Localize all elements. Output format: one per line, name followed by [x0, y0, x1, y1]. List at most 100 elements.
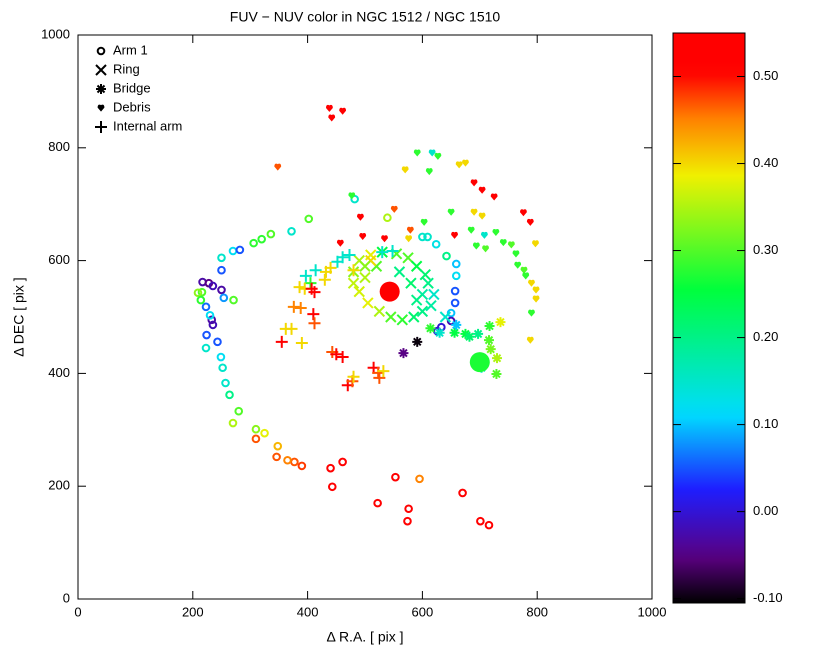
data-point	[431, 239, 441, 249]
data-point	[416, 305, 429, 318]
colorbar-tick-label: 0.40	[753, 155, 778, 170]
data-point	[434, 327, 445, 338]
data-point	[318, 273, 331, 286]
data-point	[401, 166, 409, 174]
data-point	[225, 390, 234, 400]
data-point	[428, 288, 440, 301]
data-point	[221, 378, 230, 388]
data-point	[205, 311, 215, 320]
data-point	[428, 149, 436, 157]
data-point	[413, 149, 421, 157]
data-point	[495, 317, 506, 328]
y-axis-label: Δ DEC [ pix ]	[11, 277, 27, 356]
data-point	[347, 370, 360, 383]
data-point	[326, 104, 333, 112]
data-point	[377, 365, 390, 378]
data-point	[451, 271, 461, 281]
data-point	[470, 179, 478, 187]
data-point	[528, 279, 535, 287]
data-point	[458, 488, 467, 498]
data-point	[249, 238, 258, 248]
data-point	[275, 335, 288, 348]
data-point	[480, 231, 488, 239]
data-point	[422, 277, 434, 289]
data-point	[279, 322, 292, 335]
data-point	[213, 337, 222, 347]
data-point	[408, 311, 420, 323]
data-point	[229, 295, 238, 305]
legend-marker	[95, 121, 107, 133]
legend-label: Internal arm	[113, 118, 182, 133]
data-point	[442, 251, 451, 261]
legend-label: Bridge	[113, 80, 151, 95]
data-point	[290, 457, 299, 467]
data-point	[485, 344, 496, 355]
colorbar-tick-label: -0.10	[753, 590, 783, 605]
data-point	[217, 285, 226, 295]
data-point	[484, 321, 495, 332]
data-point	[330, 348, 343, 361]
data-point	[514, 261, 522, 269]
data-point	[372, 366, 385, 379]
data-point	[405, 277, 417, 289]
data-point	[420, 218, 428, 226]
data-point	[196, 295, 206, 305]
data-point	[272, 452, 281, 462]
data-point	[287, 300, 300, 313]
colorbar-tick-label: 0.00	[753, 503, 778, 518]
y-tick-label: 200	[48, 478, 70, 493]
data-point	[478, 186, 486, 194]
data-point	[359, 232, 367, 240]
data-point	[208, 320, 218, 330]
data-point	[287, 226, 296, 236]
data-point	[520, 266, 528, 274]
data-point	[359, 271, 371, 284]
data-point	[425, 168, 433, 176]
data-point	[528, 309, 535, 317]
data-point	[404, 504, 413, 514]
data-point	[425, 323, 436, 334]
data-point	[197, 287, 207, 297]
data-point	[462, 159, 469, 167]
colorbar	[672, 32, 746, 604]
y-tick-label: 800	[48, 139, 70, 154]
data-point	[339, 107, 347, 115]
nucleus	[469, 352, 490, 373]
data-point	[385, 311, 397, 323]
y-tick-label: 400	[48, 365, 70, 380]
data-point	[326, 463, 335, 473]
data-point	[455, 161, 463, 169]
data-point	[235, 245, 245, 255]
data-point	[405, 235, 413, 243]
data-point	[307, 308, 320, 321]
data-point	[472, 242, 480, 250]
data-point	[483, 335, 494, 346]
data-point	[476, 516, 485, 526]
data-point	[309, 264, 322, 277]
data-point	[418, 232, 427, 242]
data-point	[410, 294, 423, 306]
data-point	[449, 327, 460, 338]
data-point	[398, 348, 409, 359]
data-point	[406, 226, 414, 234]
data-point	[490, 193, 498, 201]
data-point	[336, 351, 349, 364]
colorbar-tick-label: 0.50	[753, 68, 778, 83]
data-point	[532, 240, 539, 248]
x-tick-label: 1000	[638, 604, 667, 619]
data-point	[410, 260, 423, 272]
data-point	[393, 266, 406, 278]
data-point	[343, 248, 356, 261]
data-point	[419, 268, 431, 281]
x-tick-label: 800	[526, 604, 548, 619]
data-point	[294, 301, 307, 314]
data-point	[446, 316, 456, 326]
data-point	[451, 259, 461, 269]
data-point	[347, 264, 360, 277]
data-point	[293, 281, 306, 294]
legend-marker	[97, 104, 105, 112]
data-point	[470, 208, 478, 216]
data-point	[446, 308, 456, 318]
data-point	[327, 482, 337, 492]
data-point	[219, 293, 229, 303]
